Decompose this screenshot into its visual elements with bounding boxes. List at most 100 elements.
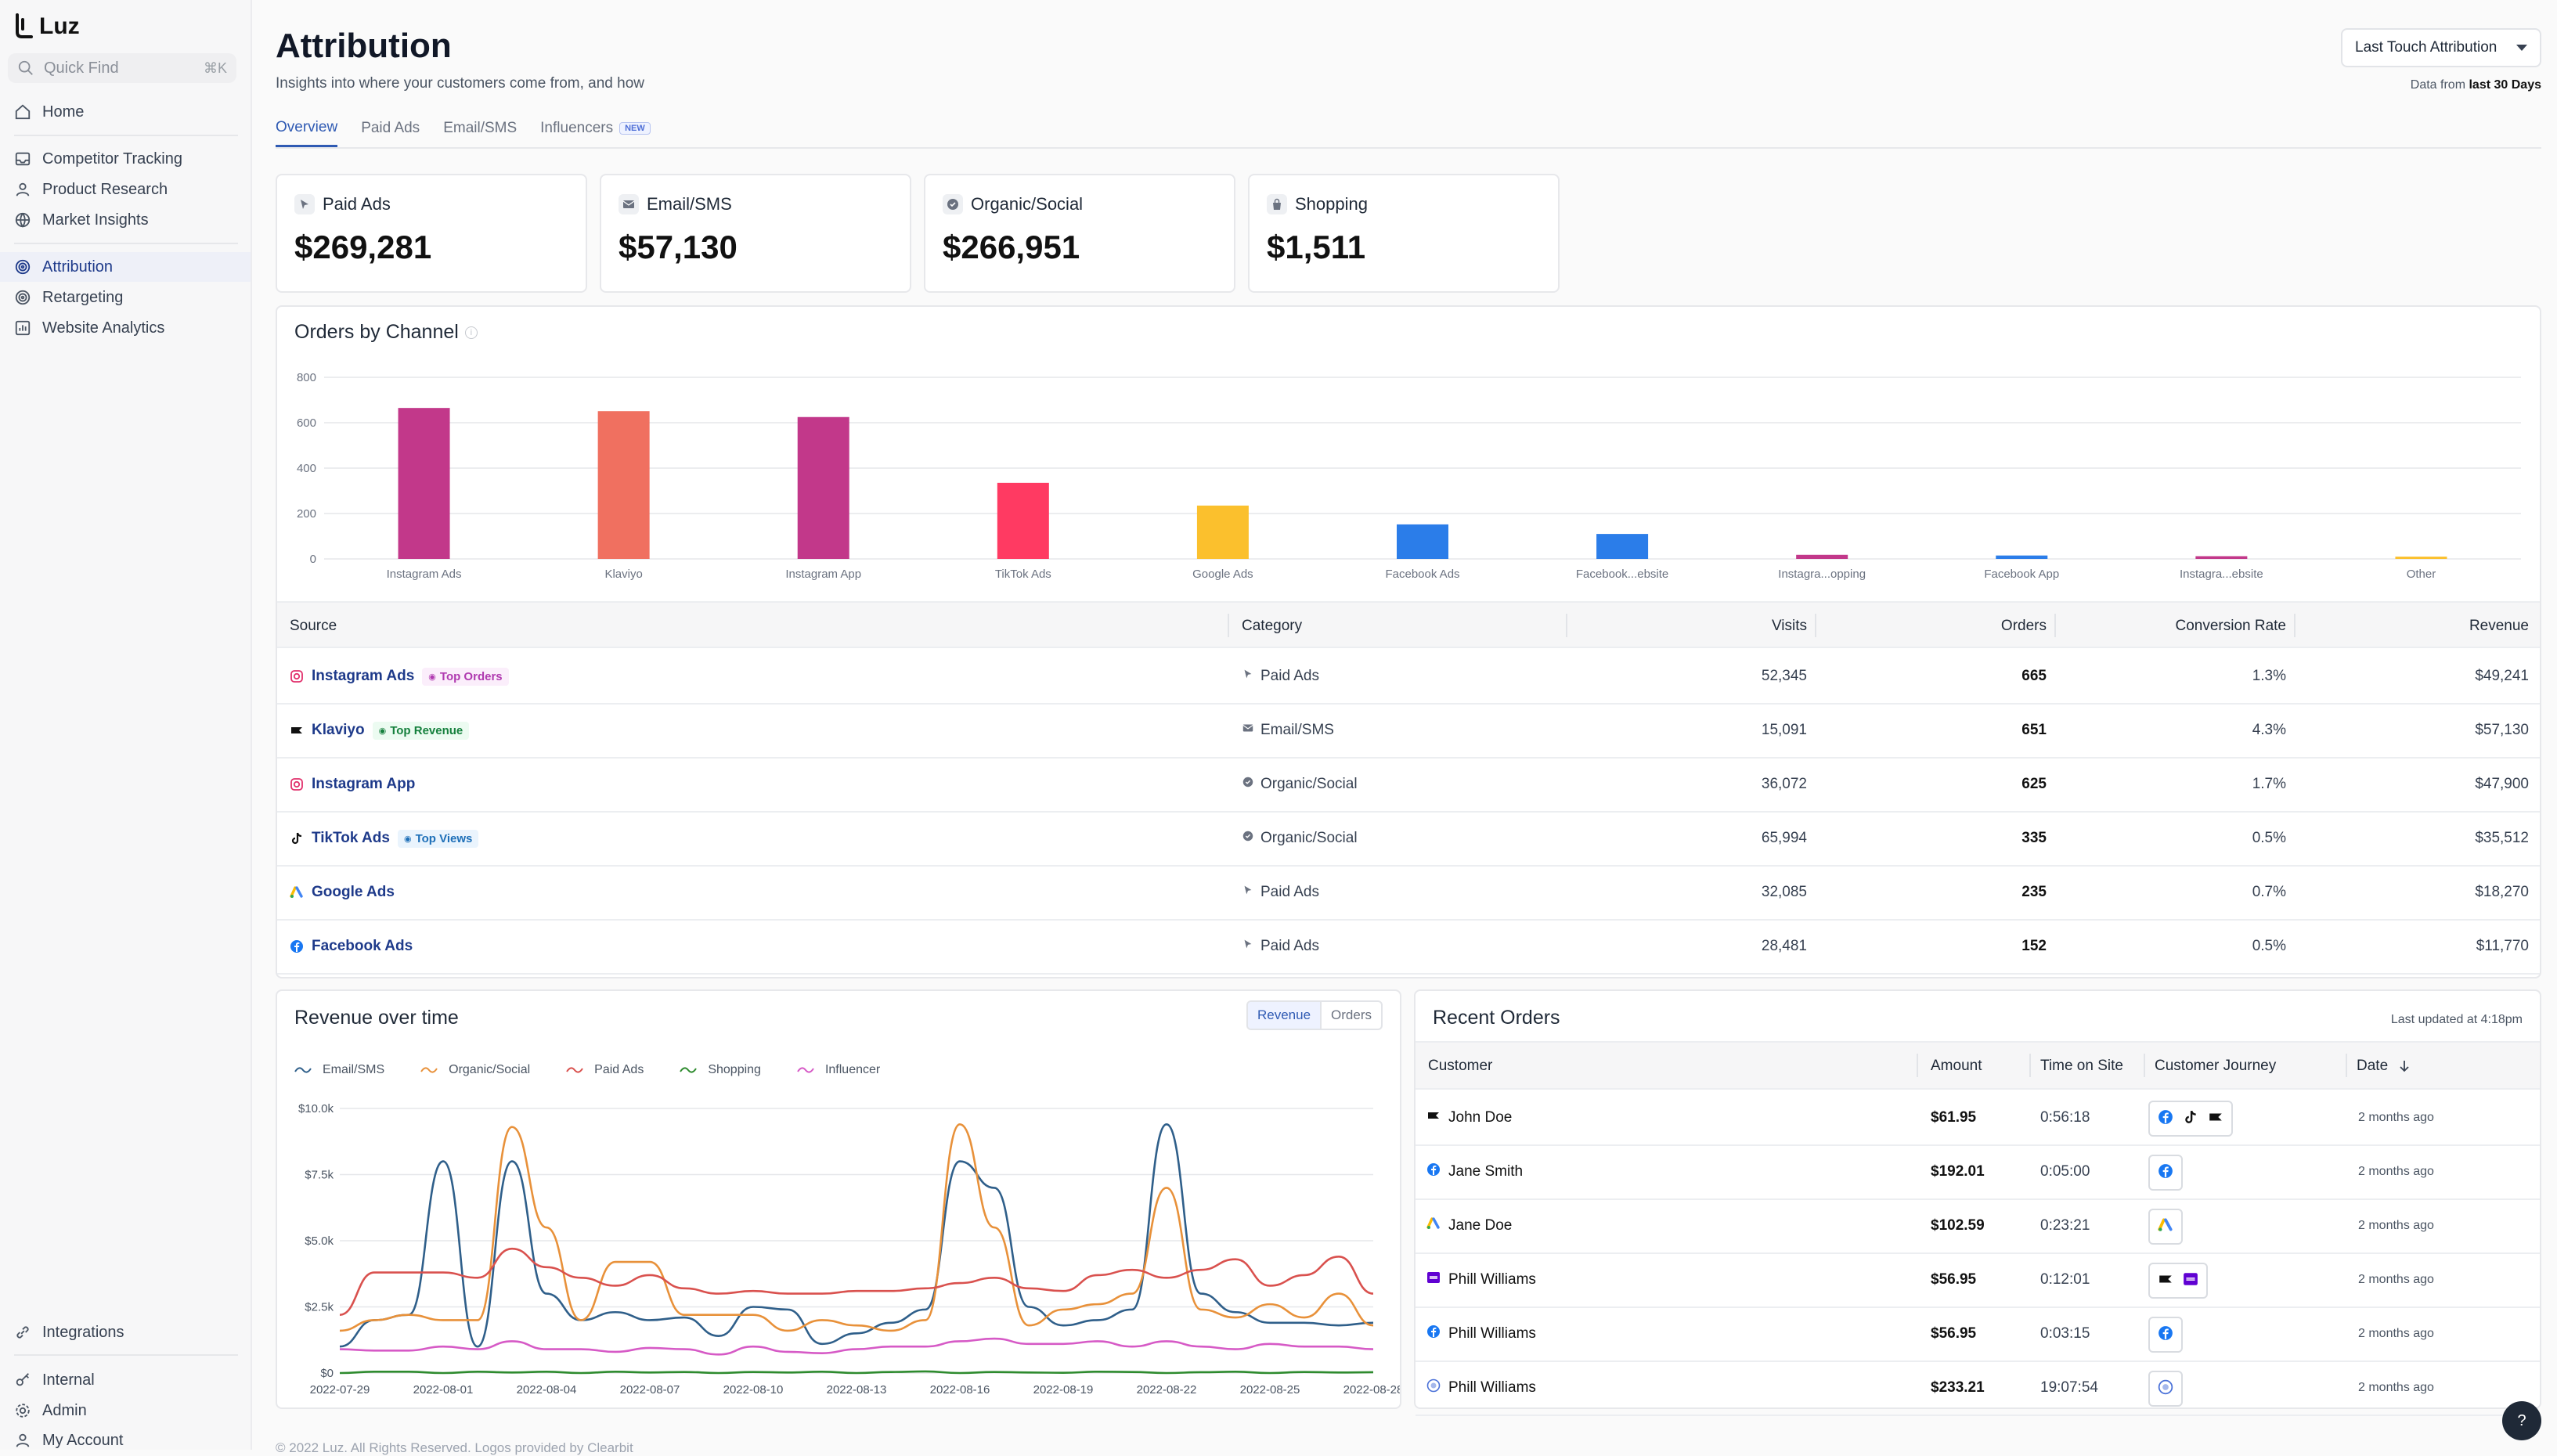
recent-order-row[interactable]: Phill Williams $56.95 0:03:15 2 months a… [1416,1307,2540,1362]
tab-influencers[interactable]: Influencers NEW [540,110,651,147]
customer-journey[interactable] [2148,1371,2183,1407]
table-header: Source Category Visits Orders Conversion… [277,601,2540,648]
sidebar-item-internal[interactable]: Internal [0,1365,251,1395]
table-row[interactable]: Facebook Ads Paid Ads 28,481 152 0.5% $1… [277,920,2540,975]
conversion-cell: 0.5% [2252,830,2286,846]
source-name: Instagram Ads [312,668,415,684]
table-row[interactable]: Google Ads Paid Ads 32,085 235 0.7% $18,… [277,866,2540,921]
sidebar-item-product-research[interactable]: Product Research [0,175,251,204]
toggle-revenue[interactable]: Revenue [1247,1002,1322,1029]
customer-journey[interactable] [2148,1263,2208,1299]
col-customer[interactable]: Customer [1428,1043,1918,1090]
customer-journey[interactable] [2148,1155,2183,1191]
customer-cell[interactable]: John Doe [1426,1091,1512,1144]
bar[interactable] [2195,556,2248,559]
series-line-paid-ads[interactable] [339,1247,1374,1316]
sidebar-item-label: Competitor Tracking [42,150,182,168]
sidebar-item-admin[interactable]: Admin [0,1396,251,1425]
col-visits[interactable]: Visits [1577,603,1816,650]
revenue-orders-toggle: Revenue Orders [1246,1000,1383,1030]
sidebar-item-retargeting[interactable]: Retargeting [0,283,251,312]
recent-order-row[interactable]: Phill Williams $233.21 19:07:54 2 months… [1416,1361,2540,1416]
source-cell[interactable]: TikTok Ads ◉ Top Views [290,812,479,865]
kpi-card-organic-social[interactable]: Organic/Social $266,951 [924,174,1235,293]
recent-order-row[interactable]: Jane Smith $192.01 0:05:00 2 months ago [1416,1145,2540,1200]
recent-orders-title: Recent Orders [1433,1007,1560,1029]
source-cell[interactable]: Facebook Ads [290,920,413,973]
source-cell[interactable]: Instagram App [290,758,415,811]
customer-cell[interactable]: Jane Doe [1426,1199,1512,1252]
customer-journey[interactable] [2148,1317,2183,1353]
bar[interactable] [1397,524,1448,559]
customer-journey[interactable] [2148,1101,2233,1137]
recent-order-row[interactable]: Phill Williams $56.95 0:12:01 2 months a… [1416,1253,2540,1308]
table-row[interactable]: TikTok Ads ◉ Top Views Organic/Social 65,9… [277,812,2540,867]
customer-cell[interactable]: Jane Smith [1426,1145,1523,1198]
table-row[interactable]: Klaviyo ◉ Top Revenue Email/SMS 15,091 651… [277,704,2540,759]
bar[interactable] [597,411,650,559]
col-amount[interactable]: Amount [1931,1043,2031,1090]
tab-email-sms[interactable]: Email/SMS [443,110,517,147]
sidebar-item-attribution[interactable]: Attribution [0,252,251,282]
table-row[interactable]: Instagram Ads ◉ Top Orders Paid Ads 52,345… [277,650,2540,705]
bar[interactable] [997,482,1049,559]
sidebar-item-website-analytics[interactable]: Website Analytics [0,313,251,343]
legend-item[interactable]: Organic/Social [420,1063,530,1077]
bar[interactable] [1796,554,1848,559]
kpi-card-email-sms[interactable]: Email/SMS $57,130 [600,174,911,293]
info-icon[interactable]: i [464,326,478,339]
sidebar-item-integrations[interactable]: Integrations [0,1317,251,1347]
series-line-email-sms[interactable] [339,1123,1374,1348]
kpi-card-paid-ads[interactable]: Paid Ads $269,281 [276,174,587,293]
series-line-influencer[interactable] [339,1337,1374,1356]
sidebar-item-market-insights[interactable]: Market Insights [0,205,251,235]
tab-paid-ads[interactable]: Paid Ads [361,110,420,147]
time-on-site-cell: 0:03:15 [2040,1325,2090,1342]
quick-find-input[interactable]: Quick Find ⌘K [8,53,236,83]
user-icon [16,182,30,196]
customer-cell[interactable]: Phill Williams [1426,1253,1536,1306]
legend-item[interactable]: Email/SMS [294,1063,384,1077]
col-orders[interactable]: Orders [1816,603,2056,650]
main-content: Attribution Insights into where your cus… [252,0,2557,1455]
sidebar-item-competitor-tracking[interactable]: Competitor Tracking [0,144,251,174]
col-time-on-site[interactable]: Time on Site [2031,1043,2145,1090]
sidebar-item-home[interactable]: Home [0,97,251,127]
tab-overview[interactable]: Overview [276,110,338,147]
bar[interactable] [398,408,450,559]
table-row[interactable]: Instagram App Organic/Social 36,072 625 … [277,758,2540,813]
col-source[interactable]: Source [290,603,1229,650]
recent-order-row[interactable]: Jane Doe $102.59 0:23:21 2 months ago [1416,1199,2540,1254]
col-revenue[interactable]: Revenue [2469,618,2529,634]
bar[interactable] [1196,505,1249,559]
legend-item[interactable]: Influencer [797,1063,880,1077]
attribution-model-dropdown[interactable]: Last Touch Attribution [2341,28,2541,67]
legend-swatch [680,1067,698,1073]
amount-cell: $56.95 [1931,1271,1977,1288]
customer-journey[interactable] [2148,1209,2183,1245]
bar[interactable] [797,416,849,559]
col-date[interactable]: Date [2347,1043,2535,1090]
kpi-card-shopping[interactable]: Shopping $1,511 [1248,174,1560,293]
source-cell[interactable]: Instagram Ads ◉ Top Orders [290,650,509,703]
sidebar-item-my-account[interactable]: My Account [0,1425,251,1455]
bar[interactable] [1996,555,2048,559]
help-button[interactable]: ? [2502,1401,2541,1440]
customer-cell[interactable]: Phill Williams [1426,1361,1536,1415]
legend-item[interactable]: Paid Ads [566,1063,644,1077]
toggle-orders[interactable]: Orders [1331,1007,1372,1022]
page-title: Attribution [276,27,452,65]
source-cell[interactable]: Klaviyo ◉ Top Revenue [290,704,470,757]
col-conversion-rate[interactable]: Conversion Rate [2056,603,2296,650]
bar[interactable] [1596,534,1649,559]
app-logo[interactable]: Luz [14,11,80,42]
series-line-shopping[interactable] [339,1370,1374,1375]
legend-item[interactable]: Shopping [680,1063,761,1077]
recent-order-row[interactable]: John Doe $61.95 0:56:18 2 months ago [1416,1091,2540,1146]
customer-cell[interactable]: Phill Williams [1426,1307,1536,1360]
col-category[interactable]: Category [1242,603,1567,650]
bar[interactable] [2395,557,2447,559]
series-line-organic-social[interactable] [339,1123,1374,1332]
col-customer-journey[interactable]: Customer Journey [2145,1043,2347,1090]
source-cell[interactable]: Google Ads [290,866,395,919]
